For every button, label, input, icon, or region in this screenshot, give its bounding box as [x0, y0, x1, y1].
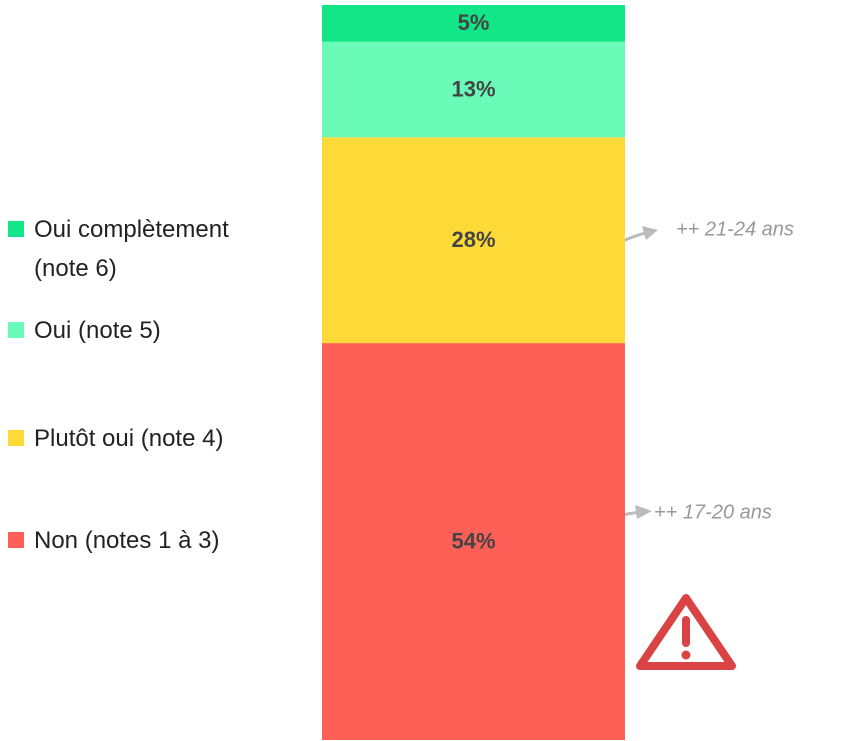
- legend-swatch: [8, 430, 24, 446]
- annotation: ++ 21-24 ans: [676, 218, 794, 240]
- legend-label: Oui complètement (note 6): [34, 216, 229, 282]
- annotation-arrow-head: [642, 226, 658, 240]
- warning-icon: [633, 591, 739, 673]
- legend-item: Oui (note 5): [8, 311, 268, 350]
- legend-swatch: [8, 532, 24, 548]
- bar-segment: [322, 343, 625, 740]
- data-label: 5%: [458, 10, 490, 35]
- legend-label: Plutôt oui (note 4): [34, 425, 224, 452]
- legend-swatch: [8, 221, 24, 237]
- legend-label: Oui (note 5): [34, 317, 161, 344]
- legend-item: Non (notes 1 à 3): [8, 521, 268, 560]
- legend-item: Oui complètement (note 6): [8, 210, 268, 288]
- bar-segment: [322, 5, 625, 42]
- bar-segment: [322, 137, 625, 344]
- annotation: ++ 17-20 ans: [654, 501, 772, 523]
- data-label: 54%: [451, 528, 495, 553]
- data-label: 13%: [451, 76, 495, 101]
- bar-segment: [322, 41, 625, 138]
- legend-label: Non (notes 1 à 3): [34, 527, 220, 554]
- legend-swatch: [8, 322, 24, 338]
- legend-item: Plutôt oui (note 4): [8, 419, 268, 458]
- data-label: 28%: [451, 227, 495, 252]
- annotation-arrow-head: [635, 505, 652, 519]
